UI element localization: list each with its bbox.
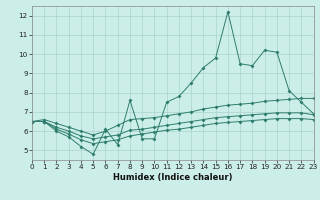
X-axis label: Humidex (Indice chaleur): Humidex (Indice chaleur) [113,173,233,182]
